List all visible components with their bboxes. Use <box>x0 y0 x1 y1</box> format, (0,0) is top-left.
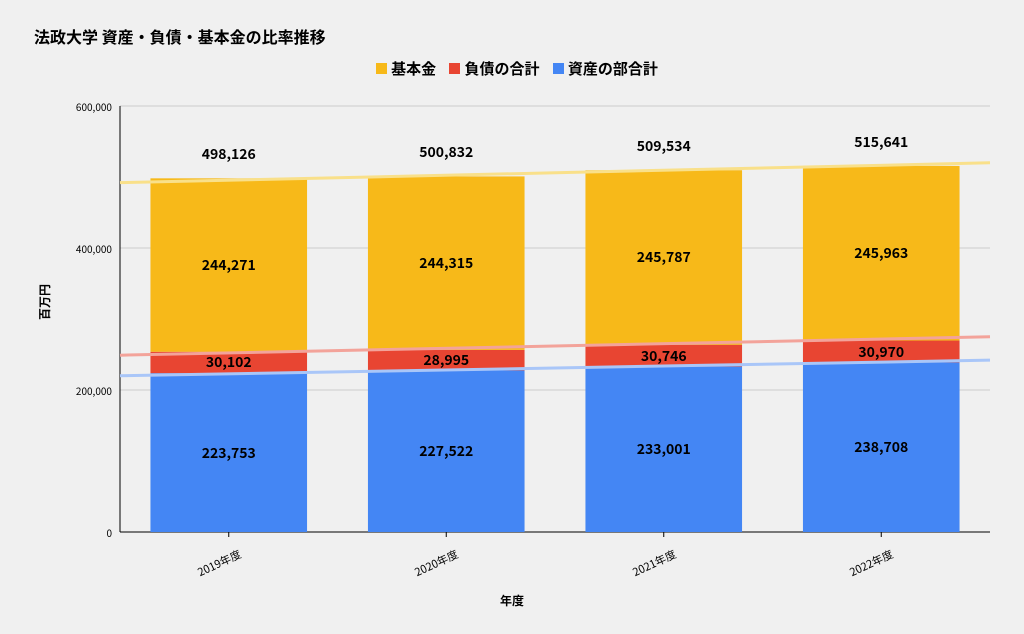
data-label-assets: 223,753 <box>202 443 256 463</box>
total-label: 509,534 <box>637 136 691 156</box>
data-label-capital: 245,787 <box>637 247 691 267</box>
chart-container: 法政大学 資産・負債・基本金の比率推移 基本金 負債の合計 資産の部合計 百万円… <box>0 0 1024 634</box>
y-tick: 200,000 <box>42 383 112 398</box>
data-label-capital: 244,271 <box>202 255 256 275</box>
y-tick: 400,000 <box>42 241 112 256</box>
total-label: 498,126 <box>202 144 256 164</box>
data-label-liabilities: 28,995 <box>423 350 469 370</box>
data-label-liabilities: 30,746 <box>641 346 687 366</box>
data-label-capital: 244,315 <box>419 253 473 273</box>
data-label-liabilities: 30,102 <box>206 352 252 372</box>
plot-svg <box>0 0 1024 634</box>
total-label: 500,832 <box>419 142 473 162</box>
data-label-assets: 238,708 <box>854 437 908 457</box>
data-label-assets: 233,001 <box>637 439 691 459</box>
y-tick: 600,000 <box>42 99 112 114</box>
total-label: 515,641 <box>854 132 908 152</box>
y-tick: 0 <box>42 525 112 540</box>
data-label-assets: 227,522 <box>419 441 473 461</box>
data-label-liabilities: 30,970 <box>858 342 904 362</box>
data-label-capital: 245,963 <box>854 243 908 263</box>
